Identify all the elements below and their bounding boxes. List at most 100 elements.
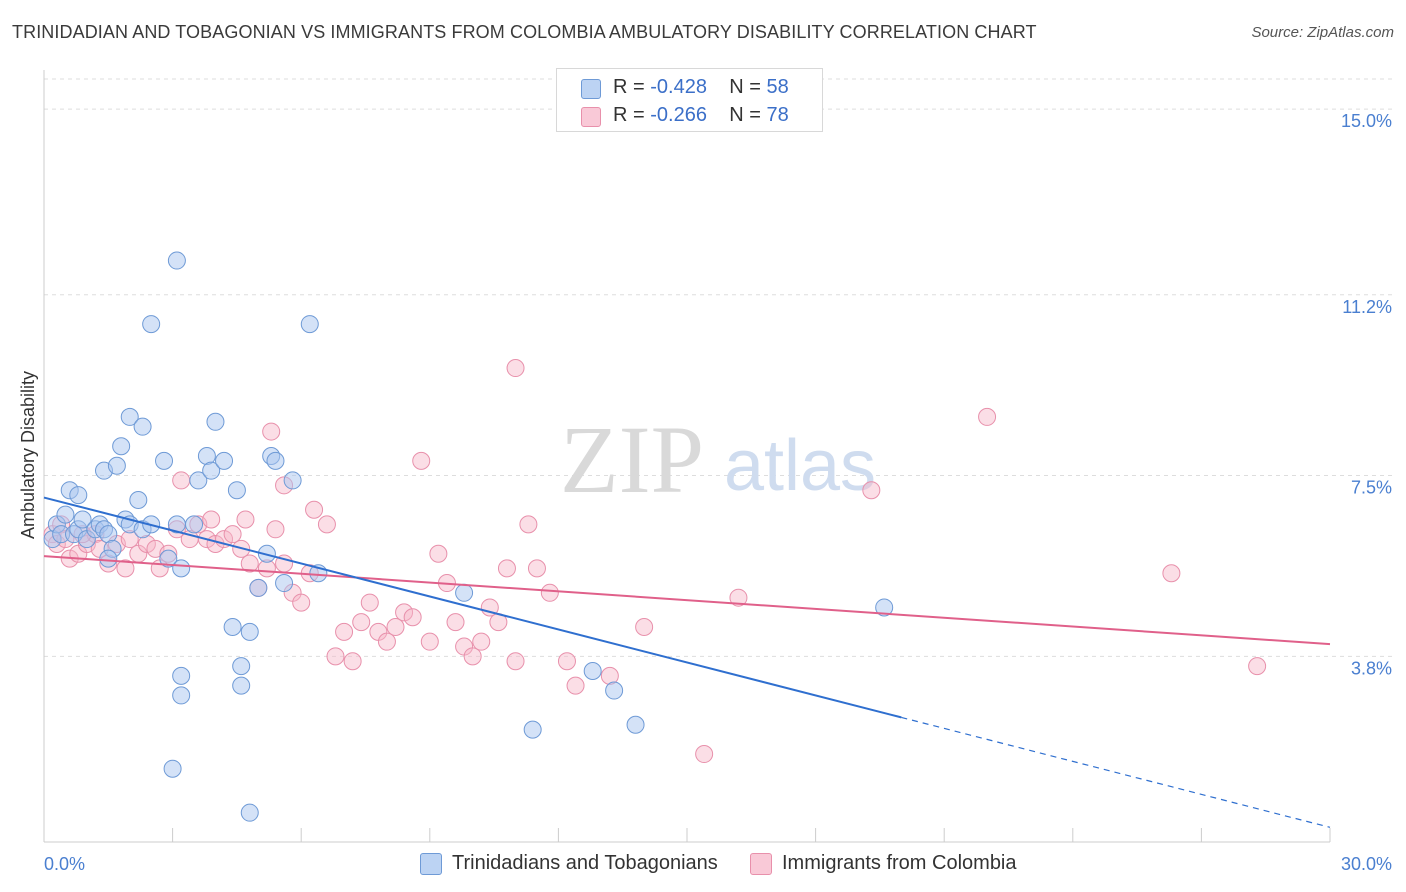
point-trinidad <box>275 574 294 593</box>
point-colombia <box>335 622 354 641</box>
point-colombia <box>262 422 281 441</box>
point-colombia <box>236 510 255 529</box>
point-trinidad <box>240 803 259 822</box>
y-tick-label: 15.0% <box>1341 111 1392 131</box>
source-label: Source: ZipAtlas.com <box>1251 24 1394 41</box>
axes <box>43 70 1331 843</box>
x-tick-label: 0.0% <box>44 854 85 874</box>
point-trinidad <box>605 681 624 700</box>
point-colombia <box>446 613 465 632</box>
point-trinidad <box>266 451 285 470</box>
point-colombia <box>978 407 997 426</box>
watermark: ZIP atlas <box>560 406 876 513</box>
point-trinidad <box>133 417 152 436</box>
point-colombia <box>116 559 135 578</box>
point-colombia <box>172 471 191 490</box>
legend-r-label: R = <box>613 76 651 98</box>
point-trinidad <box>99 549 118 568</box>
point-trinidad <box>159 549 178 568</box>
point-trinidad <box>223 618 242 637</box>
watermark-atlas: atlas <box>724 426 876 506</box>
point-colombia <box>506 652 525 671</box>
point-colombia <box>506 359 525 378</box>
point-trinidad <box>172 666 191 685</box>
point-trinidad <box>69 486 88 505</box>
legend-n-label: N = <box>729 76 767 98</box>
point-colombia <box>352 613 371 632</box>
bottom-legend-swatch-pink <box>750 853 772 875</box>
point-colombia <box>240 554 259 573</box>
point-colombia <box>386 618 405 637</box>
trend-line-trinidad <box>43 496 902 719</box>
point-trinidad <box>155 451 174 470</box>
point-trinidad <box>300 315 319 334</box>
point-trinidad <box>455 583 474 602</box>
point-trinidad <box>583 661 602 680</box>
legend-r-value: -0.266 <box>650 104 707 126</box>
bottom-legend-label: Immigrants from Colombia <box>782 852 1017 874</box>
x-tick-label: 30.0% <box>1341 854 1392 874</box>
y-tick-label: 7.5% <box>1351 478 1392 498</box>
point-colombia <box>557 652 576 671</box>
point-trinidad <box>202 461 221 480</box>
point-colombia <box>343 652 362 671</box>
legend-row-colombia: R = -0.266 N = 78 <box>557 101 822 129</box>
bottom-legend-label: Trinidadians and Tobagonians <box>452 852 718 874</box>
point-colombia <box>635 618 654 637</box>
point-trinidad <box>163 759 182 778</box>
point-trinidad <box>172 559 191 578</box>
point-trinidad <box>73 510 92 529</box>
legend-n-label: N = <box>729 104 767 126</box>
point-trinidad <box>56 505 75 524</box>
tick-labels: 3.8% 7.5% 11.2% 15.0% 0.0% 30.0% <box>44 111 1392 874</box>
point-colombia <box>305 500 324 519</box>
point-colombia <box>326 647 345 666</box>
point-trinidad <box>107 456 126 475</box>
point-colombia <box>223 525 242 544</box>
point-trinidad <box>189 471 208 490</box>
y-axis-title: Ambulatory Disability <box>18 371 38 539</box>
point-colombia <box>1248 657 1267 676</box>
point-trinidad <box>112 437 131 456</box>
legend-r-label: R = <box>613 104 651 126</box>
point-trinidad <box>626 715 645 734</box>
point-colombia <box>420 632 439 651</box>
point-colombia <box>566 676 585 695</box>
point-colombia <box>1162 564 1181 583</box>
y-tick-label: 11.2% <box>1342 297 1392 317</box>
point-trinidad <box>249 578 268 597</box>
series-trinidad-points <box>43 251 894 822</box>
point-trinidad <box>240 622 259 641</box>
bottom-legend-swatch-blue <box>420 853 442 875</box>
point-trinidad <box>283 471 302 490</box>
point-colombia <box>202 510 221 529</box>
legend-n-value: 78 <box>766 104 789 126</box>
point-trinidad <box>875 598 894 617</box>
trend-line-trinidad-extension <box>901 716 1331 828</box>
point-trinidad <box>129 490 148 509</box>
point-colombia <box>695 745 714 764</box>
y-tick-label: 3.8% <box>1351 658 1392 678</box>
watermark-zip: ZIP <box>560 406 704 513</box>
point-colombia <box>403 608 422 627</box>
point-colombia <box>472 632 491 651</box>
legend-swatch-pink <box>581 107 601 127</box>
point-colombia <box>360 593 379 612</box>
point-colombia <box>395 603 414 622</box>
point-colombia <box>540 583 559 602</box>
point-colombia <box>527 559 546 578</box>
point-colombia <box>292 593 311 612</box>
point-colombia <box>377 632 396 651</box>
point-trinidad <box>185 515 204 534</box>
point-trinidad <box>172 686 191 705</box>
point-trinidad <box>142 315 161 334</box>
point-colombia <box>729 588 748 607</box>
point-trinidad <box>523 720 542 739</box>
point-trinidad <box>167 251 186 270</box>
correlation-legend: R = -0.428 N = 58 R = -0.266 N = 78 <box>556 68 823 132</box>
point-colombia <box>519 515 538 534</box>
point-trinidad <box>232 676 251 695</box>
point-colombia <box>862 481 881 500</box>
trend-lines <box>43 496 1331 828</box>
